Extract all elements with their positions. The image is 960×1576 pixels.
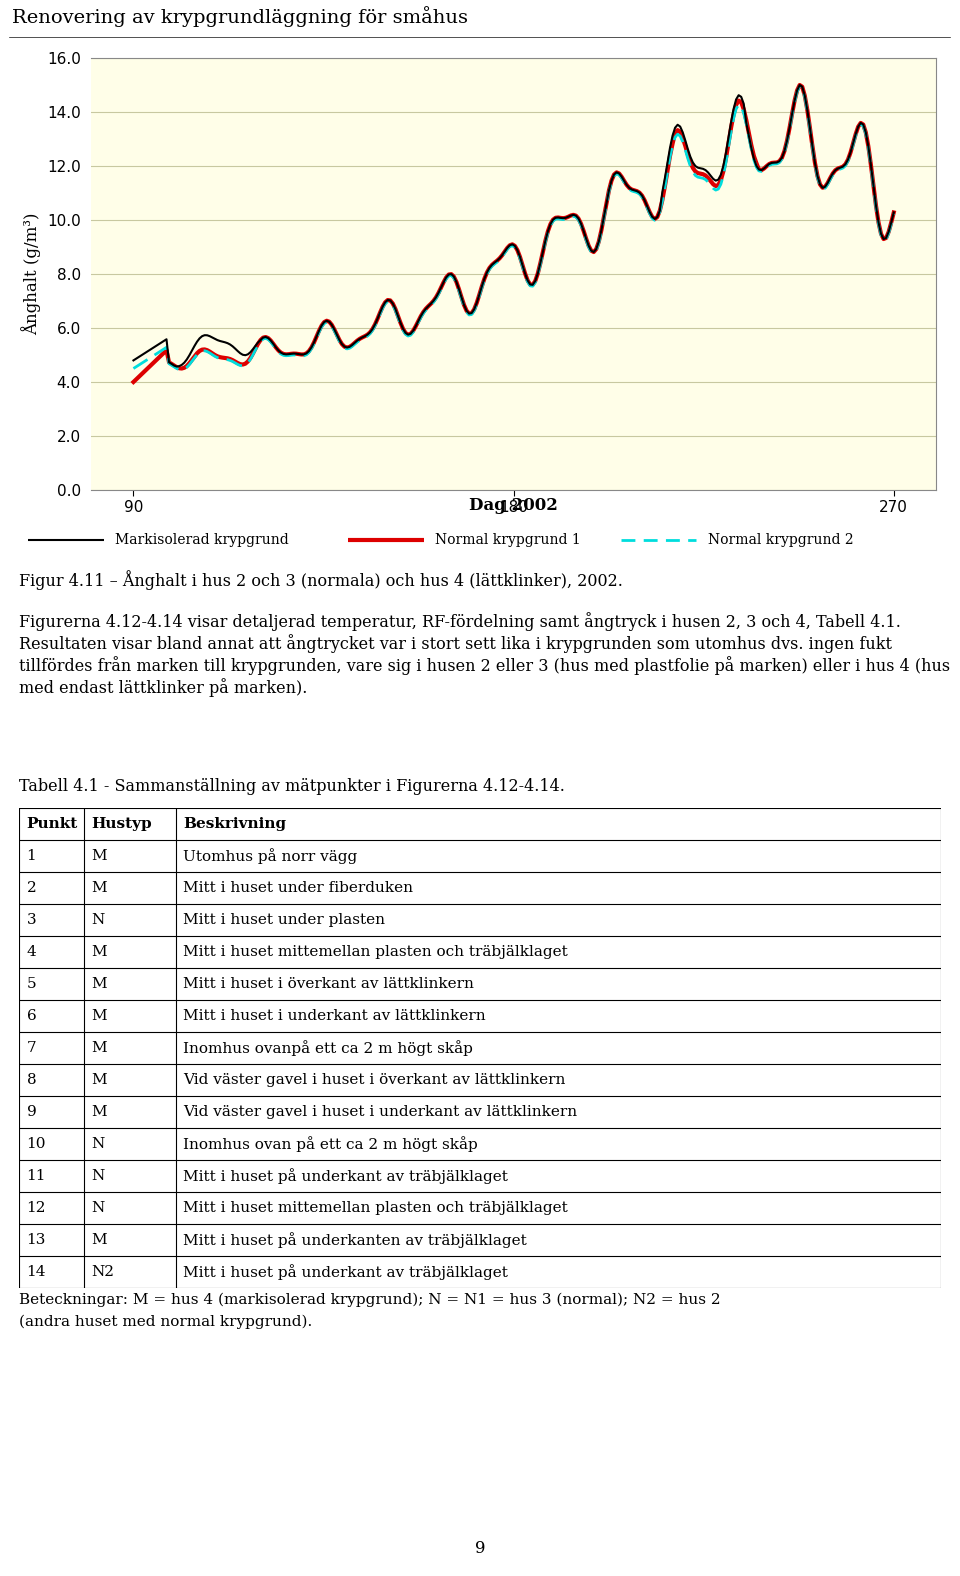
Text: Vid väster gavel i huset i underkant av lättklinkern: Vid väster gavel i huset i underkant av … [183, 1105, 577, 1119]
Text: Punkt: Punkt [27, 816, 78, 831]
Text: Inomhus ovan på ett ca 2 m högt skåp: Inomhus ovan på ett ca 2 m högt skåp [183, 1136, 478, 1152]
Text: 3: 3 [27, 913, 36, 927]
Text: Vid väster gavel i huset i överkant av lättklinkern: Vid väster gavel i huset i överkant av l… [183, 1073, 565, 1087]
Text: 11: 11 [27, 1169, 46, 1184]
Text: Mitt i huset på underkanten av träbjälklaget: Mitt i huset på underkanten av träbjälkl… [183, 1232, 527, 1248]
Text: 1: 1 [27, 849, 36, 864]
Text: Normal krypgrund 1: Normal krypgrund 1 [435, 533, 581, 547]
Text: M: M [91, 881, 107, 895]
Text: Beskrivning: Beskrivning [183, 816, 286, 831]
Text: 7: 7 [27, 1042, 36, 1054]
Text: N2: N2 [91, 1266, 114, 1280]
Text: N: N [91, 1201, 105, 1215]
Text: N: N [91, 1169, 105, 1184]
Text: Utomhus på norr vägg: Utomhus på norr vägg [183, 848, 357, 864]
Text: Inomhus ovanpå ett ca 2 m högt skåp: Inomhus ovanpå ett ca 2 m högt skåp [183, 1040, 473, 1056]
Text: 9: 9 [27, 1105, 36, 1119]
Text: Renovering av krypgrundläggning för småhus: Renovering av krypgrundläggning för småh… [12, 6, 468, 27]
Text: Mitt i huset i överkant av lättklinkern: Mitt i huset i överkant av lättklinkern [183, 977, 474, 991]
Text: 9: 9 [475, 1540, 485, 1557]
Text: 13: 13 [27, 1232, 46, 1247]
Text: Beteckningar: M = hus 4 (markisolerad krypgrund); N = N1 = hus 3 (normal); N2 = : Beteckningar: M = hus 4 (markisolerad kr… [19, 1292, 721, 1329]
Text: 6: 6 [27, 1009, 36, 1023]
Text: Mitt i huset under fiberduken: Mitt i huset under fiberduken [183, 881, 413, 895]
Text: 4: 4 [27, 946, 36, 960]
Text: Hustyp: Hustyp [91, 816, 152, 831]
Text: Mitt i huset under plasten: Mitt i huset under plasten [183, 913, 385, 927]
Text: 8: 8 [27, 1073, 36, 1087]
Text: 14: 14 [27, 1266, 46, 1280]
Text: Mitt i huset mittemellan plasten och träbjälklaget: Mitt i huset mittemellan plasten och trä… [183, 946, 568, 960]
Text: N: N [91, 1136, 105, 1150]
Text: M: M [91, 1009, 107, 1023]
Text: Figur 4.11 – Ånghalt i hus 2 och 3 (normala) och hus 4 (lättklinker), 2002.: Figur 4.11 – Ånghalt i hus 2 och 3 (norm… [19, 571, 623, 589]
Text: Tabell 4.1 - Sammanställning av mätpunkter i Figurerna 4.12-4.14.: Tabell 4.1 - Sammanställning av mätpunkt… [19, 779, 565, 794]
Text: M: M [91, 946, 107, 960]
Y-axis label: Ånghalt (g/m³): Ånghalt (g/m³) [21, 213, 41, 336]
Text: M: M [91, 1232, 107, 1247]
Text: M: M [91, 977, 107, 991]
Text: Figurerna 4.12-4.14 visar detaljerad temperatur, RF-fördelning samt ångtryck i h: Figurerna 4.12-4.14 visar detaljerad tem… [19, 611, 950, 697]
Text: Mitt i huset i underkant av lättklinkern: Mitt i huset i underkant av lättklinkern [183, 1009, 486, 1023]
Text: 2: 2 [27, 881, 36, 895]
Text: M: M [91, 849, 107, 864]
Text: N: N [91, 913, 105, 927]
Text: M: M [91, 1105, 107, 1119]
Text: 10: 10 [27, 1136, 46, 1150]
Text: M: M [91, 1042, 107, 1054]
Text: M: M [91, 1073, 107, 1087]
Text: 12: 12 [27, 1201, 46, 1215]
Text: Mitt i huset på underkant av träbjälklaget: Mitt i huset på underkant av träbjälklag… [183, 1264, 508, 1280]
Text: Mitt i huset på underkant av träbjälklaget: Mitt i huset på underkant av träbjälklag… [183, 1168, 508, 1184]
Text: 5: 5 [27, 977, 36, 991]
Text: Mitt i huset mittemellan plasten och träbjälklaget: Mitt i huset mittemellan plasten och trä… [183, 1201, 568, 1215]
Text: Normal krypgrund 2: Normal krypgrund 2 [708, 533, 853, 547]
Text: Dag 2002: Dag 2002 [469, 498, 558, 514]
Text: Markisolerad krypgrund: Markisolerad krypgrund [115, 533, 289, 547]
